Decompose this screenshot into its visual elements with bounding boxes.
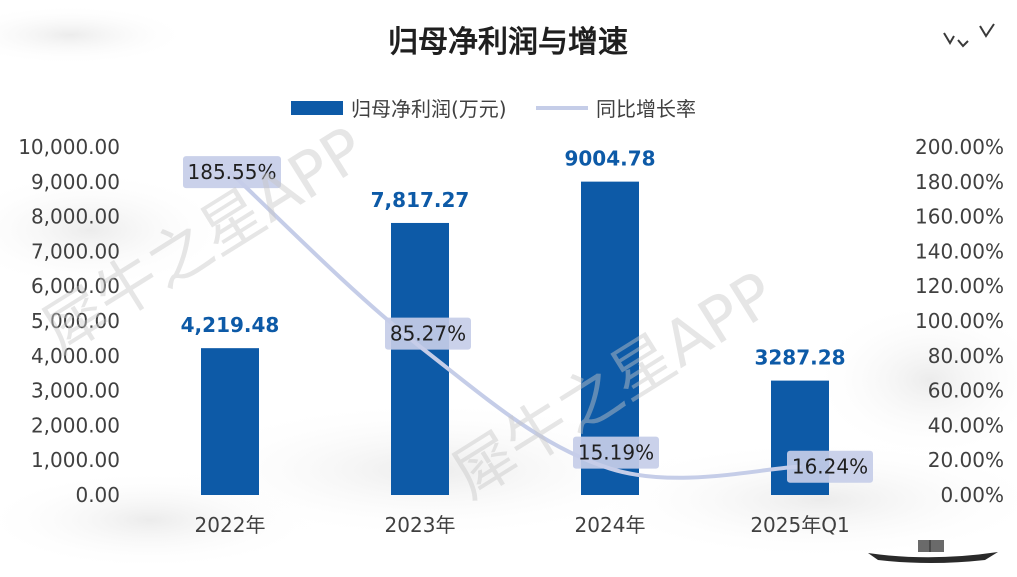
bar-value-label: 3287.28 [754,346,845,370]
legend-line-label: 同比增长率 [596,97,696,121]
left-tick-label: 0.00 [75,483,120,507]
left-tick-label: 4,000.00 [31,344,120,368]
bar-series [201,181,829,496]
right-tick-label: 120.00% [915,274,1004,298]
left-tick-label: 7,000.00 [31,239,120,263]
bar-value-label: 4,219.48 [181,313,280,337]
line-value-label: 16.24% [792,455,868,479]
background-decoration [0,5,1017,570]
x-tick-label: 2024年 [575,513,646,537]
growth-line [228,170,801,480]
left-tick-label: 1,000.00 [31,448,120,472]
bar [201,348,259,495]
line-value-label: 85.27% [390,322,466,346]
right-tick-label: 160.00% [915,205,1004,229]
right-tick-label: 140.00% [915,239,1004,263]
legend-bar-swatch [291,101,343,115]
birds-icon [943,23,995,48]
right-tick-label: 40.00% [928,413,1004,437]
legend: 归母净利润(万元) 同比增长率 [291,97,696,121]
right-tick-label: 60.00% [928,379,1004,403]
left-tick-label: 9,000.00 [31,170,120,194]
x-tick-label: 2025年Q1 [750,513,849,537]
right-tick-label: 100.00% [915,309,1004,333]
x-tick-label: 2023年 [385,513,456,537]
x-axis: 2022年 2023年 2024年 2025年Q1 [195,513,850,537]
line-data-labels: 185.55% 85.27% 15.19% 16.24% [183,156,873,483]
line-value-label: 15.19% [578,441,654,465]
right-tick-label: 200.00% [915,135,1004,159]
legend-bar-label: 归母净利润(万元) [351,97,507,121]
line-value-label: 185.55% [188,160,277,184]
left-tick-label: 3,000.00 [31,379,120,403]
chart-title: 归母净利润与增速 [388,25,628,60]
right-axis: 0.00% 20.00% 40.00% 60.00% 80.00% 100.00% 120.… [915,135,1004,507]
left-axis: 0.00 1,000.00 2,000.00 3,000.00 4,000.00 5,00… [18,135,120,507]
left-tick-label: 2,000.00 [31,413,120,437]
line-label-box [183,156,281,189]
right-tick-label: 0.00% [940,483,1004,507]
right-tick-label: 80.00% [928,344,1004,368]
right-tick-label: 20.00% [928,448,1004,472]
bar [391,222,449,496]
right-tick-label: 180.00% [915,170,1004,194]
boat-icon [868,540,998,563]
left-tick-label: 6,000.00 [31,274,120,298]
line-label-box [787,450,873,483]
x-tick-label: 2022年 [195,513,266,537]
bar-data-labels: 4,219.48 7,817.27 9004.78 3287.28 [181,147,846,370]
line-label-box [385,317,471,350]
bar-value-label: 9004.78 [564,147,655,171]
left-tick-label: 10,000.00 [18,135,120,159]
line-label-box [573,436,659,469]
left-tick-label: 8,000.00 [31,205,120,229]
bar-value-label: 7,817.27 [371,188,470,212]
left-tick-label: 5,000.00 [31,309,120,333]
